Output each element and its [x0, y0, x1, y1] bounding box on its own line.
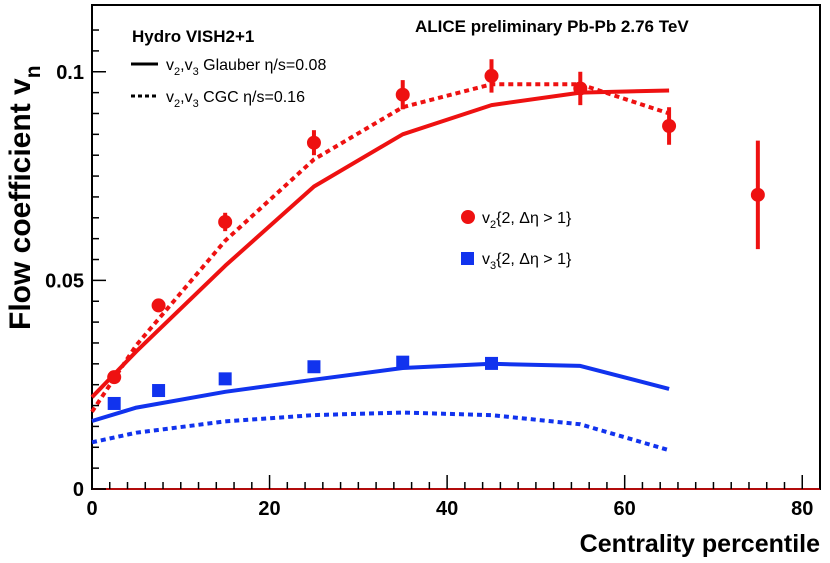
v2-data-point: [750, 187, 765, 202]
x-tick-label: 20: [258, 498, 280, 520]
v3-data-point: [152, 384, 166, 398]
model-curve-solid-2: [91, 361, 670, 423]
v3-data-point: [485, 356, 499, 370]
x-tick-label: 60: [614, 498, 636, 520]
model-curve-dashed-3: [91, 410, 670, 453]
model-curves: [90, 82, 670, 453]
y-tick-label: 0: [73, 479, 84, 501]
legend-dashed-label: v2,v3 CGC η/s=0.16: [166, 89, 305, 110]
legend-v2-marker: [461, 210, 475, 224]
legend-solid-label: v2,v3 Glauber η/s=0.08: [166, 57, 326, 78]
x-tick-label: 0: [86, 498, 97, 520]
x-tick-label: 80: [791, 498, 813, 520]
chart-title: ALICE preliminary Pb-Pb 2.76 TeV: [415, 17, 689, 36]
legend-header: Hydro VISH2+1: [132, 27, 254, 46]
v2-data-point: [395, 87, 410, 102]
legend-v3-label: v3{2, Δη > 1}: [482, 251, 572, 272]
y-tick-label: 0.1: [56, 62, 84, 84]
v2-data-point: [151, 298, 166, 313]
v2-data-point: [484, 68, 499, 83]
plot-frame: [91, 4, 821, 490]
y-tick-label: 0.05: [45, 270, 84, 292]
v2-data-point: [218, 214, 233, 229]
v3-data-point: [107, 396, 121, 410]
v2-data-point: [573, 81, 588, 96]
x-axis-label: Centrality percentile: [580, 530, 820, 558]
x-tick-label: 40: [436, 498, 458, 520]
model-curve-solid-0: [90, 88, 670, 399]
v2-data-point: [306, 135, 321, 150]
v3-data-point: [307, 360, 321, 374]
y-axis-ticks: 0 0.05 0.1: [45, 29, 106, 501]
x-axis-ticks: 0 20 40 60 80: [86, 475, 821, 520]
v2-data-point: [107, 370, 122, 385]
data-markers: [107, 59, 765, 410]
v3-data-point: [218, 372, 232, 386]
y-axis-label: Flow coefficient vn: [4, 65, 45, 330]
legend-v2-label: v2{2, Δη > 1}: [482, 210, 572, 231]
legend-v3-marker: [461, 252, 474, 265]
v3-data-point: [396, 355, 410, 369]
v2-data-point: [662, 119, 677, 133]
model-curve-dashed-1: [90, 82, 670, 413]
